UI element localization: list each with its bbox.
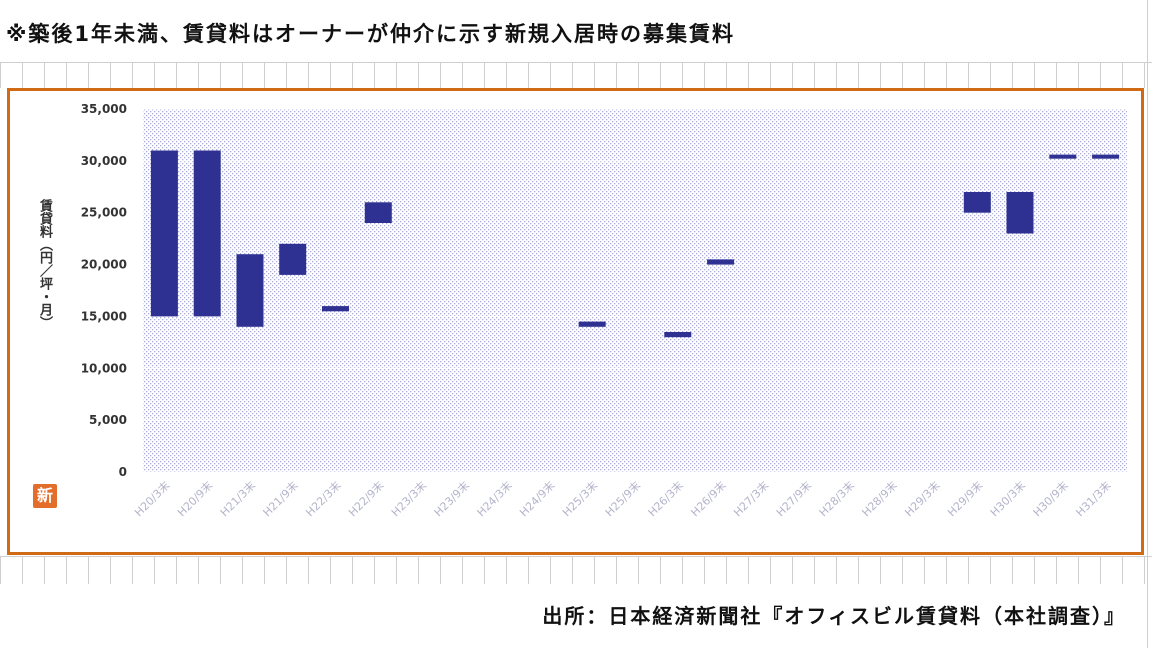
range-bar [322, 306, 349, 312]
x-tick-label: H30/3末 [987, 478, 1028, 519]
y-tick-label: 5,000 [89, 413, 127, 427]
y-tick-label: 10,000 [81, 361, 127, 375]
x-axis-ticks: H20/3末 H20/9末 H21/3末 H21/9末 H22/3末 H22/9末 H23/… [132, 478, 1114, 519]
x-tick-label: H20/3末 [132, 478, 173, 519]
y-axis-title: 賃貸料（円／坪・月） [37, 199, 52, 329]
x-tick-label: H23/9末 [431, 478, 472, 519]
y-tick-label: 25,000 [81, 206, 127, 220]
source-note: 出所：日本経済新聞社『オフィスビル賃貸料（本社調査）』 [542, 604, 1126, 628]
bars [150, 150, 1120, 338]
range-bar [236, 254, 264, 327]
x-tick-label: H27/3末 [730, 478, 771, 519]
plot-area [143, 109, 1127, 472]
range-bar [664, 332, 692, 338]
x-tick-label: H26/9末 [688, 478, 729, 519]
x-tick-label: H25/9末 [602, 478, 643, 519]
range-bar [279, 243, 307, 275]
header-note: ※築後1年未満、賃貸料はオーナーが仲介に示す新規入居時の募集賃料 [6, 22, 736, 46]
x-tick-label: H22/3末 [303, 478, 344, 519]
range-bar [193, 150, 221, 317]
x-tick-label: H21/9末 [260, 478, 301, 519]
range-bar [578, 321, 606, 327]
x-tick-label: H22/9末 [345, 478, 386, 519]
x-tick-label: H24/3末 [474, 478, 515, 519]
x-tick-label: H29/3末 [902, 478, 943, 519]
y-tick-label: 20,000 [81, 258, 127, 272]
y-tick-label: 0 [119, 465, 127, 479]
y-tick-label: 35,000 [81, 102, 127, 116]
range-bar [150, 150, 178, 317]
nikkei-logo: 新 [33, 484, 57, 508]
bottom-grid-strip [0, 556, 1152, 584]
top-grid-strip [0, 62, 1152, 88]
x-tick-label: H21/3末 [217, 478, 258, 519]
x-tick-label: H30/9末 [1030, 478, 1071, 519]
x-tick-label: H25/3末 [559, 478, 600, 519]
gridlines [143, 108, 1127, 473]
x-tick-label: H23/3末 [388, 478, 429, 519]
x-tick-label: H26/3末 [645, 478, 686, 519]
range-bar [707, 259, 735, 265]
range-bar [1092, 154, 1120, 159]
range-bar [364, 202, 392, 223]
x-tick-label: H31/3末 [1073, 478, 1114, 519]
chart-frame: 0 5,000 10,000 15,000 20,000 25,000 30,000 35,0… [7, 88, 1144, 555]
y-axis-ticks: 0 5,000 10,000 15,000 20,000 25,000 30,000 35,0… [81, 102, 127, 479]
range-bar [963, 192, 991, 213]
x-tick-label: H20/9末 [174, 478, 215, 519]
x-tick-label: H27/9末 [773, 478, 814, 519]
x-tick-label: H28/9末 [859, 478, 900, 519]
y-tick-label: 30,000 [81, 154, 127, 168]
range-bar [1049, 154, 1077, 159]
x-tick-label: H28/3末 [816, 478, 857, 519]
x-tick-label: H29/9末 [944, 478, 985, 519]
y-tick-label: 15,000 [81, 309, 127, 323]
range-bar [1006, 192, 1034, 234]
right-rule [1147, 0, 1148, 648]
range-bar-chart: 0 5,000 10,000 15,000 20,000 25,000 30,000 35,0… [81, 102, 1127, 519]
x-tick-label: H24/9末 [517, 478, 558, 519]
